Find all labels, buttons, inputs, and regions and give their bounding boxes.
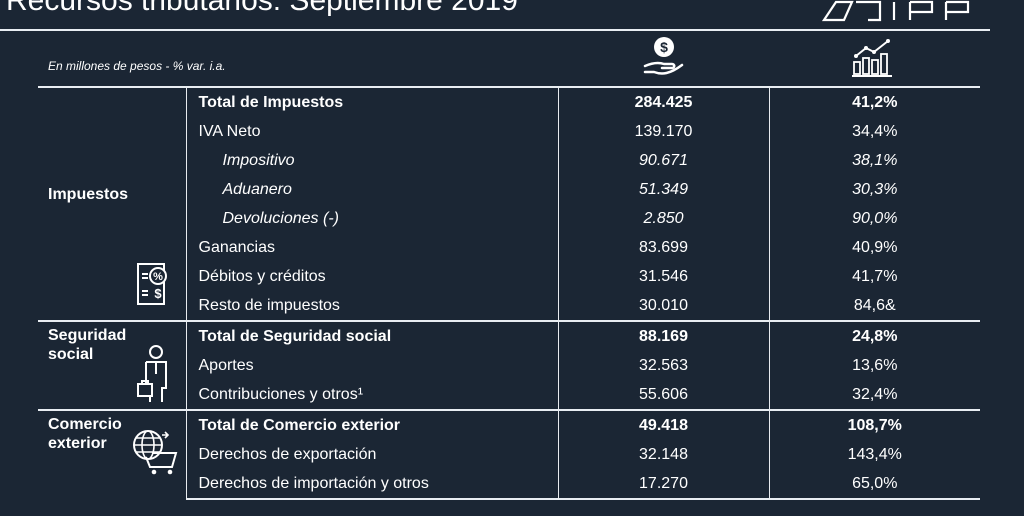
value-cell: 30.010 [558,291,770,321]
category-impuestos: Impuestos % $ [38,86,187,321]
table-row: Ganancias 83.699 40,9% [38,233,980,262]
svg-text:$: $ [660,39,668,55]
concept-cell: Impositivo [186,146,559,175]
value-cell: 31.546 [558,262,770,291]
value-cell: 32.563 [558,351,770,380]
category-label: Seguridad social [48,327,127,363]
concept-cell: Resto de impuestos [186,291,559,321]
table-row: Devoluciones (-) 2.850 90,0% [38,204,980,233]
concept-cell: Contribuciones y otros¹ [186,380,559,410]
page-title: Recursos tributarios: Septiembre 2019 [6,0,518,17]
growth-chart-icon [852,39,892,77]
table-row: Aportes 32.563 13,6% [38,351,980,380]
table-row: Aduanero 51.349 30,3% [38,175,980,204]
variation-cell: 13,6% [852,356,898,374]
category-label: Impuestos [48,186,129,203]
variation-cell: 41,2% [769,86,980,117]
concept-cell: Devoluciones (-) [186,204,559,233]
variation-cell: 41,7% [852,267,898,285]
value-cell: 2.850 [558,204,770,233]
variation-cell: 90,0% [852,209,898,227]
variation-cell: 38,1% [852,151,898,169]
value-cell: 90.671 [558,146,770,175]
category-seguridad-social: Seguridad social [38,320,187,410]
concept-cell: Total de Impuestos [186,86,559,117]
concept-cell: Derechos de importación y otros [186,469,559,500]
table-row: Derechos de exportación 32.148 143,4% [38,440,980,469]
category-comercio-exterior: Comercio exterior [38,409,187,499]
table-row: Impositivo 90.671 38,1% [38,146,980,175]
table-row: Débitos y créditos 31.546 41,7% [38,262,980,291]
value-cell: 32.148 [558,440,770,469]
concept-cell: IVA Neto [186,117,559,146]
tax-revenue-table: Impuestos % $ Total de Impuestos 284.425… [38,86,980,500]
variation-cell: 108,7% [769,409,980,440]
table-row: Contribuciones y otros¹ 55.606 32,4% [38,380,980,410]
concept-cell: Total de Seguridad social [186,320,559,351]
worker-briefcase-icon [137,345,167,402]
variation-cell: 34,4% [852,122,898,140]
value-cell: 51.349 [558,175,770,204]
concept-cell: Total de Comercio exterior [186,409,559,440]
concept-cell: Aduanero [186,175,559,204]
table-row: Resto de impuestos 30.010 84,6& [38,291,980,321]
table-row: Seguridad social Total de Seguridad soci… [38,320,980,410]
table-row: Derechos de importación y otros 17.270 6… [38,469,980,500]
category-label: Comercio exterior [48,416,122,452]
variation-cell: 84,6& [853,296,896,314]
table-row: Comercio exterior Total de Comercio exte… [38,409,980,499]
value-cell: 88.169 [558,320,770,351]
money-hand-icon: $ [643,37,684,75]
concept-cell: Ganancias [186,233,559,262]
variation-cell: 143,4% [847,445,902,463]
concept-cell: Débitos y créditos [186,262,559,291]
variation-cell: 40,9% [852,238,898,256]
globe-cart-icon [133,430,178,475]
svg-text:$: $ [154,286,162,301]
variation-cell: 30,3% [852,180,898,198]
value-cell: 139.170 [558,117,770,146]
concept-cell: Derechos de exportación [186,440,559,469]
tax-percent-document-icon: % $ [137,263,167,305]
table-row: IVA Neto 139.170 34,4% [38,117,980,146]
header-divider [0,29,990,31]
value-cell: 17.270 [558,469,770,500]
svg-text:%: % [153,271,163,283]
variation-cell: 65,0% [769,469,980,500]
variation-cell: 32,4% [852,385,898,403]
variation-cell: 24,8% [769,320,980,351]
table-row: Impuestos % $ Total de Impuestos 284.425… [38,86,980,321]
value-cell: 284.425 [558,86,770,117]
units-note: En millones de pesos - % var. i.a. [48,59,226,73]
value-cell: 49.418 [558,409,770,440]
concept-cell: Aportes [186,351,559,380]
afip-logo-icon [822,0,970,22]
value-cell: 55.606 [558,380,770,410]
value-cell: 83.699 [558,233,770,262]
